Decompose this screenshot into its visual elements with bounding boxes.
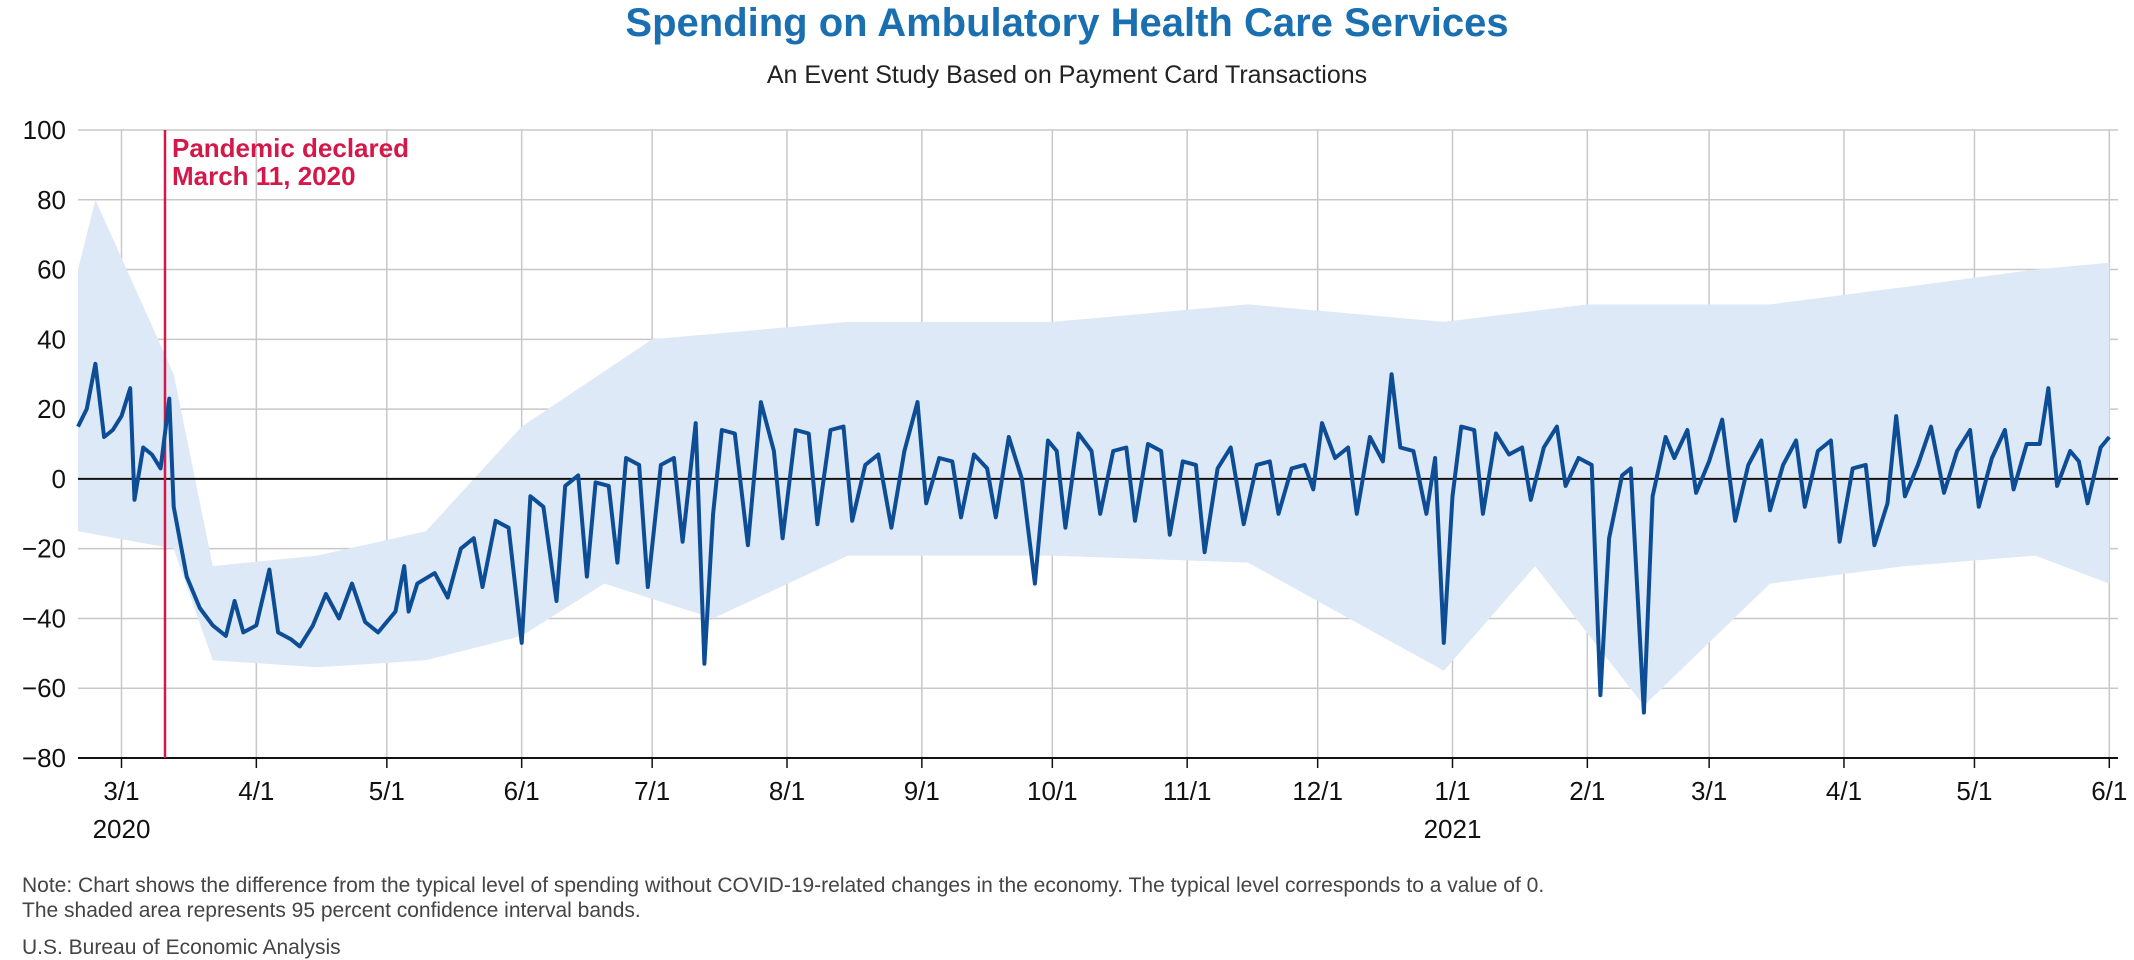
y-tick-label: 100 [23,115,66,145]
y-tick-label: −60 [22,673,66,703]
chart-title: Spending on Ambulatory Health Care Servi… [625,1,1509,45]
y-tick-label: −40 [22,603,66,633]
chart-note-line2: The shaded area represents 95 percent co… [22,899,641,922]
x-tick-label: 2/1 [1569,776,1605,806]
y-tick-label: 80 [37,185,66,215]
y-tick-label: 20 [37,394,66,424]
chart-source: U.S. Bureau of Economic Analysis [22,936,341,959]
x-tick-label: 3/1 [1691,776,1727,806]
x-tick-label: 10/1 [1027,776,1078,806]
x-tick-label: 3/1 [103,776,139,806]
x-tick-label: 7/1 [634,776,670,806]
y-tick-label: −80 [22,743,66,773]
x-year-label: 2021 [1424,814,1482,844]
x-tick-label: 5/1 [1956,776,1992,806]
x-tick-label: 6/1 [504,776,540,806]
x-tick-label: 4/1 [238,776,274,806]
series-line-ambulatory [76,361,2111,715]
x-year-label: 2020 [93,814,151,844]
event-label-line1: Pandemic declared [172,133,409,163]
x-axis: 3/1 2020 4/1 5/1 6/1 7/1 8/1 9/1 10/1 11/1 12/1 1/1… [93,758,2127,844]
y-tick-label: −20 [22,534,66,564]
chart-note-line1: Note: Chart shows the difference from th… [22,874,1545,897]
y-tick-label: 40 [37,324,66,354]
y-tick-label: 60 [37,255,66,285]
x-tick-label: 8/1 [769,776,805,806]
y-tick-label: 0 [52,464,66,494]
chart-plot: −80 −60 −40 −20 0 20 40 60 80 100 3/1 2020 4/1 5/1 6/… [22,115,2127,844]
x-tick-label: 9/1 [904,776,940,806]
chart-subtitle: An Event Study Based on Payment Card Tra… [766,61,1368,89]
event-label-line2: March 11, 2020 [172,161,356,191]
x-tick-label: 12/1 [1292,776,1343,806]
x-tick-label: 11/1 [1163,776,1212,806]
y-axis: −80 −60 −40 −20 0 20 40 60 80 100 [22,115,66,773]
x-tick-label: 5/1 [369,776,405,806]
x-tick-label: 4/1 [1826,776,1862,806]
x-tick-label: 6/1 [2091,776,2127,806]
x-tick-label: 1/1 [1434,776,1470,806]
